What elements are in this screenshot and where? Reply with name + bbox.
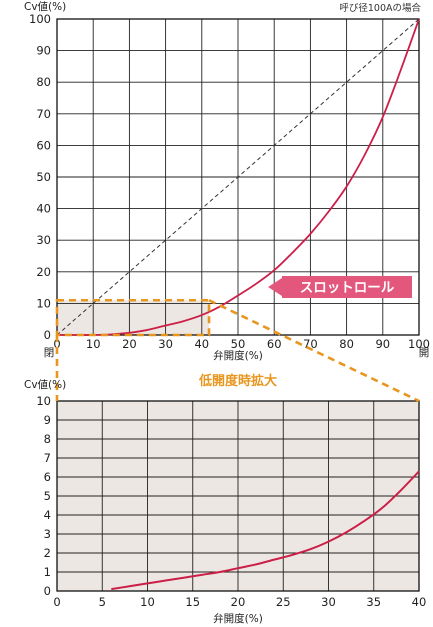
main-ytick-label: 50 <box>36 170 51 184</box>
main-ytick-label: 60 <box>36 138 51 152</box>
main-xtick-label: 10 <box>86 337 101 351</box>
zoom-xtick-label: 40 <box>412 595 427 609</box>
main-xlabel: 弁開度(%) <box>213 349 263 362</box>
zoom-xtick-label: 15 <box>185 595 200 609</box>
main-ytick-label: 40 <box>36 202 51 216</box>
zoom-ylabel: Cv値(%) <box>24 378 66 391</box>
main-xtick-label: 20 <box>122 337 137 351</box>
main-ytick-label: 70 <box>36 107 51 121</box>
main-xtick-label: 0 <box>53 337 60 351</box>
linear-reference-line <box>56 18 420 336</box>
main-ytick-label: 30 <box>36 233 51 247</box>
main-ytick-label: 100 <box>29 12 51 26</box>
zoom-ytick-label: 10 <box>36 394 51 408</box>
main-ytick-label: 80 <box>36 75 51 89</box>
zoom-cv-curve <box>111 470 420 591</box>
main-xtick-label: 60 <box>267 337 282 351</box>
main-xtick-label: 30 <box>158 337 173 351</box>
zoom-xtick-label: 5 <box>99 595 106 609</box>
open-label: 開 <box>419 347 430 359</box>
zoom-ytick-label: 0 <box>44 584 51 598</box>
zoom-ytick-label: 2 <box>44 546 51 560</box>
main-xtick-label: 80 <box>339 337 354 351</box>
zoom-xtick-label: 25 <box>276 595 291 609</box>
size-note: 呼び径100Aの場合 <box>339 2 421 14</box>
zoom-xtick-label: 35 <box>366 595 381 609</box>
zoom-ytick-label: 3 <box>44 527 51 541</box>
zoom-region-fill <box>57 300 210 335</box>
callout-badge: スロットロール <box>268 276 412 298</box>
zoom-title: 低開度時拡大 <box>198 373 277 389</box>
zoom-xtick-label: 30 <box>321 595 336 609</box>
main-xtick-label: 50 <box>231 337 246 351</box>
zoom-xlabel: 弁開度(%) <box>213 612 263 625</box>
zoom-ytick-label: 7 <box>44 451 51 465</box>
zoom-xtick-label: 0 <box>53 595 60 609</box>
zoom-ytick-label: 5 <box>44 489 51 503</box>
zoom-xtick-label: 10 <box>140 595 155 609</box>
zoom-connector-right <box>208 299 420 403</box>
zoom-ytick-label: 4 <box>44 508 51 522</box>
zoom-ytick-label: 1 <box>44 565 51 579</box>
main-xtick-label: 90 <box>375 337 390 351</box>
main-ytick-label: 20 <box>36 265 51 279</box>
main-ytick-label: 90 <box>36 44 51 58</box>
callout-label: スロットロール <box>300 280 395 296</box>
zoom-region-frame <box>55 298 211 337</box>
zoom-xtick-label: 20 <box>231 595 246 609</box>
main-xtick-label: 100 <box>408 337 430 351</box>
zoom-frame <box>56 400 420 592</box>
main-ylabel: Cv値(%) <box>24 0 66 13</box>
main-ytick-label: 0 <box>44 328 51 342</box>
main-ytick-label: 10 <box>36 296 51 310</box>
zoom-ytick-label: 8 <box>44 432 51 446</box>
closed-label: 閉 <box>44 347 55 359</box>
main-xtick-label: 40 <box>194 337 209 351</box>
main-frame <box>56 18 420 336</box>
zoom-ytick-label: 6 <box>44 470 51 484</box>
zoom-ytick-label: 9 <box>44 413 51 427</box>
